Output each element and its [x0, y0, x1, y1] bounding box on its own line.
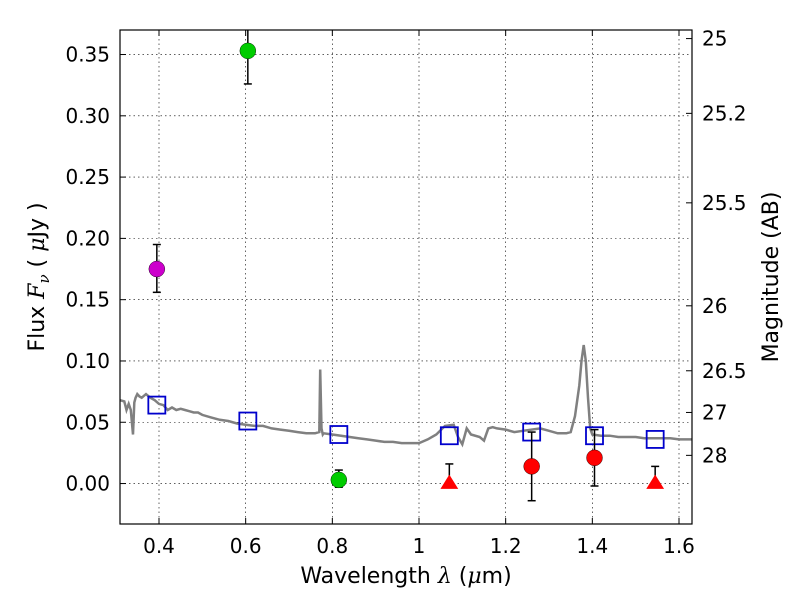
y2-axis-title: Magnitude (AB)	[759, 192, 784, 363]
y-tick-label: 0.35	[65, 43, 110, 67]
x-tick-label: 1	[413, 534, 426, 558]
x-tick-label: 1.2	[490, 534, 522, 558]
y-tick-label: 0.10	[65, 349, 110, 373]
y-tick-label: 0.05	[65, 410, 110, 434]
y-tick-label: 0.00	[65, 472, 110, 496]
y-axis-ticks: 0.00 0.05 0.10 0.15 0.20 0.25 0.30 0.35	[65, 43, 126, 496]
model-point	[238, 411, 258, 431]
model-photometry-points	[147, 395, 665, 449]
grid-lines	[120, 30, 692, 524]
marker-obs-jh	[586, 449, 603, 467]
model-point	[439, 426, 459, 446]
y2-tick-label: 25.2	[702, 101, 747, 125]
plot-area	[119, 30, 692, 502]
model-point	[329, 425, 349, 444]
marker-obs-i	[330, 471, 348, 489]
model-spectrum-line	[119, 344, 692, 448]
marker-obs-v	[239, 42, 257, 60]
y2-tick-label: 25	[702, 27, 727, 51]
y-tick-label: 0.25	[65, 165, 110, 189]
plot-frame	[119, 29, 693, 525]
x-tick-label: 1.6	[663, 534, 695, 558]
y2-axis-ticks: 25 25.2 25.5 26 26.5 27 28	[686, 27, 747, 467]
model-point	[147, 395, 167, 415]
x-tick-label: 1.4	[576, 534, 608, 558]
x-tick-label: 0.8	[316, 534, 348, 558]
marker-obs-y	[440, 474, 459, 489]
y2-tick-label: 26.5	[702, 359, 747, 383]
y-tick-label: 0.15	[65, 288, 110, 312]
y-tick-label: 0.20	[65, 226, 110, 250]
x-tick-label: 0.6	[230, 534, 262, 558]
y-axis-title: Flux Fν ( μJy )	[25, 202, 53, 351]
y2-tick-label: 27	[702, 400, 727, 424]
x-axis-ticks: 0.4 0.6 0.8 1 1.2 1.4 1.6	[143, 30, 695, 558]
model-point	[645, 430, 665, 449]
marker-obs-u	[148, 260, 166, 278]
marker-obs-j	[523, 458, 540, 475]
y2-tick-label: 25.5	[702, 191, 747, 215]
y2-tick-label: 26	[702, 294, 727, 318]
y2-tick-label: 28	[702, 443, 727, 467]
y-tick-label: 0.30	[65, 104, 110, 128]
x-axis-title: Wavelength λ (μm)	[300, 564, 511, 589]
observed-photometry-points	[148, 30, 665, 502]
marker-obs-h	[646, 474, 665, 489]
x-tick-label: 0.4	[143, 534, 175, 558]
